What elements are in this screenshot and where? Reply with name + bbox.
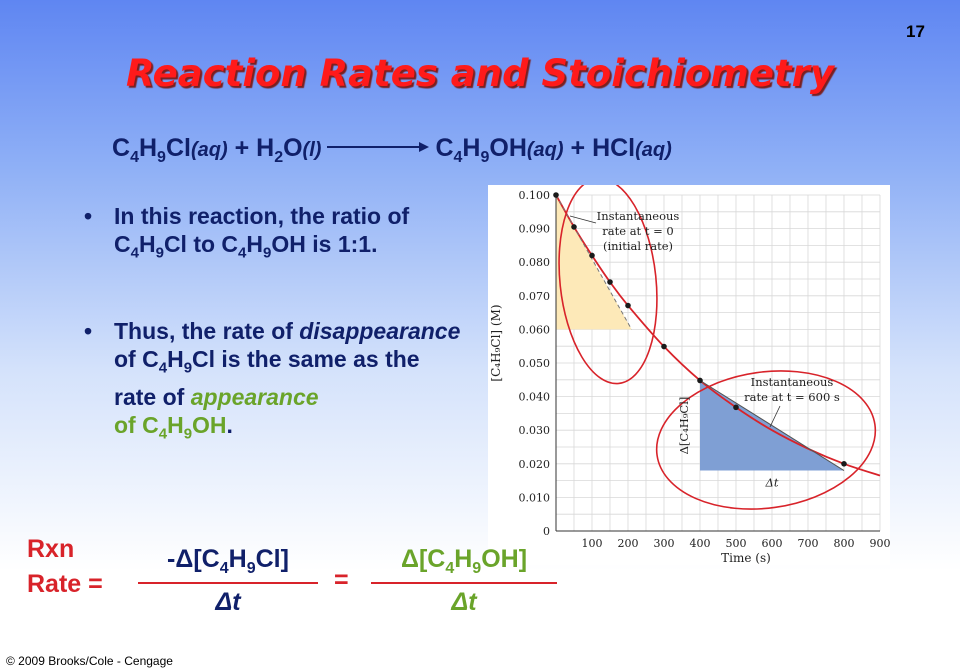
emphasis-disappearance: disappearance <box>299 318 461 344</box>
eq-sub: 4 <box>130 149 139 166</box>
slide-title: Reaction Rates and Stoichiometry <box>126 52 834 95</box>
x-tick-label: 600 <box>762 537 783 550</box>
y-tick-label: 0.060 <box>519 323 551 336</box>
y-tick-label: 0.070 <box>519 290 551 303</box>
annotation-pointer <box>769 405 781 428</box>
bullet-1: • In this reaction, the ratio of C4H9Cl … <box>84 202 464 302</box>
annotation-pointer <box>569 215 597 224</box>
eq-sub: 9 <box>157 149 166 166</box>
y-tick-label: 0.100 <box>519 189 551 202</box>
y-tick-label: 0.040 <box>519 391 551 404</box>
bullet-dot: • <box>84 203 93 229</box>
annotation-delta-t: Δt <box>765 476 779 490</box>
annotation-initial-line2: rate at t = 0 <box>602 224 673 238</box>
tangent-initial <box>555 194 633 330</box>
fraction-numerator: -Δ[C4H9Cl] <box>167 545 289 577</box>
x-tick-label: 500 <box>726 537 747 550</box>
eq-term: Cl <box>165 134 191 162</box>
eq-term: H <box>256 134 275 162</box>
x-axis-label: Time (s) <box>721 551 771 565</box>
eq-term: OH <box>489 134 527 162</box>
rate-fraction-product: Δ[C4H9OH] Δt <box>371 545 557 625</box>
eq-term: O <box>283 134 303 162</box>
data-point <box>841 461 847 467</box>
data-point <box>661 343 667 350</box>
data-point <box>607 279 613 285</box>
chart-ticks: 0 0.010 0.020 0.030 0.040 0.050 0.060 0.070 0.08… <box>489 189 890 565</box>
concentration-time-chart: 0 0.010 0.020 0.030 0.040 0.050 0.060 0.070 0.08… <box>488 185 890 565</box>
bullet-1-text: In this reaction, the ratio of C4H9Cl to… <box>114 203 410 262</box>
eq-sub: 2 <box>274 149 284 166</box>
y-tick-label: 0.020 <box>519 458 551 471</box>
data-point <box>625 302 631 309</box>
data-point <box>697 377 703 384</box>
slide-number: 17 <box>906 22 925 41</box>
data-point <box>571 224 577 230</box>
data-point <box>589 252 595 259</box>
fraction-bar <box>138 582 318 584</box>
eq-phase: (aq) <box>190 139 228 161</box>
emphasis-appearance: appearance <box>190 383 319 410</box>
equals-sign: = <box>334 566 349 594</box>
y-axis-label: [C₄H₉Cl] (M) <box>489 304 503 381</box>
eq-term: C <box>435 134 454 162</box>
x-tick-label: 200 <box>618 537 639 550</box>
data-point <box>733 404 739 411</box>
annotation-delta-conc: Δ[C₄H₉Cl] <box>677 397 691 455</box>
highlight-ellipse-initial <box>558 185 658 385</box>
x-tick-label: 400 <box>690 537 711 550</box>
eq-plus: + <box>570 134 586 162</box>
chart-tangents <box>555 194 845 471</box>
annotation-600-line1: Instantaneous <box>751 375 834 389</box>
reaction-arrow <box>327 146 420 149</box>
chart-points <box>553 192 847 467</box>
x-tick-label: 900 <box>870 537 891 550</box>
eq-sub: 9 <box>480 149 490 166</box>
copyright: © 2009 Brooks/Cole - Cengage <box>6 654 173 668</box>
y-tick-label: 0.030 <box>519 424 551 437</box>
eq-term: H <box>462 134 481 162</box>
annotation-600-line2: rate at t = 600 s <box>744 390 840 404</box>
y-tick-label: 0 <box>543 525 550 538</box>
fraction-denominator: Δt <box>215 588 241 616</box>
x-tick-label: 700 <box>798 537 819 550</box>
bullet-2-text: Thus, the rate of disappearance of C4H9C… <box>114 318 461 443</box>
eq-phase: (aq) <box>635 139 672 161</box>
eq-phase: (aq) <box>526 139 564 161</box>
highlight-ellipse-600s <box>655 370 877 510</box>
y-tick-label: 0.010 <box>519 491 551 504</box>
tangent-600s <box>699 380 845 471</box>
y-tick-label: 0.080 <box>519 256 551 269</box>
eq-term: H <box>138 134 158 162</box>
y-tick-label: 0.050 <box>519 357 551 370</box>
annotation-initial-line3: (initial rate) <box>603 239 673 253</box>
x-tick-label: 800 <box>834 537 855 550</box>
annotation-initial-line1: Instantaneous <box>597 209 680 223</box>
eq-term: HCl <box>592 134 636 162</box>
fraction-bar <box>371 582 557 584</box>
rxn-rate-label: Rxn Rate = <box>27 532 103 602</box>
eq-term: C <box>112 134 131 162</box>
chart-ellipses <box>558 185 877 510</box>
chemical-equation: C4H9Cl(aq) + H2O(l) C4H9OH(aq) + HCl(aq) <box>112 134 672 167</box>
bullet-2: • Thus, the rate of disappearance of C4H… <box>84 317 464 487</box>
reaction-arrow-head <box>419 142 430 153</box>
x-tick-label: 100 <box>582 537 603 550</box>
rxn-label-line2: Rate = <box>27 570 103 598</box>
eq-plus: + <box>234 134 250 162</box>
fraction-numerator: Δ[C4H9OH] <box>400 545 528 577</box>
eq-sub: 4 <box>453 149 463 166</box>
rxn-label-line1: Rxn <box>27 535 75 563</box>
data-point <box>553 192 559 198</box>
chart-axes <box>555 195 880 532</box>
rate-fraction-reactant: -Δ[C4H9Cl] Δt <box>138 545 318 625</box>
eq-phase: (l) <box>302 139 322 161</box>
bullet-dot: • <box>84 318 93 344</box>
fraction-denominator: Δt <box>451 588 477 616</box>
x-tick-label: 300 <box>654 537 675 550</box>
y-tick-label: 0.090 <box>519 223 551 236</box>
